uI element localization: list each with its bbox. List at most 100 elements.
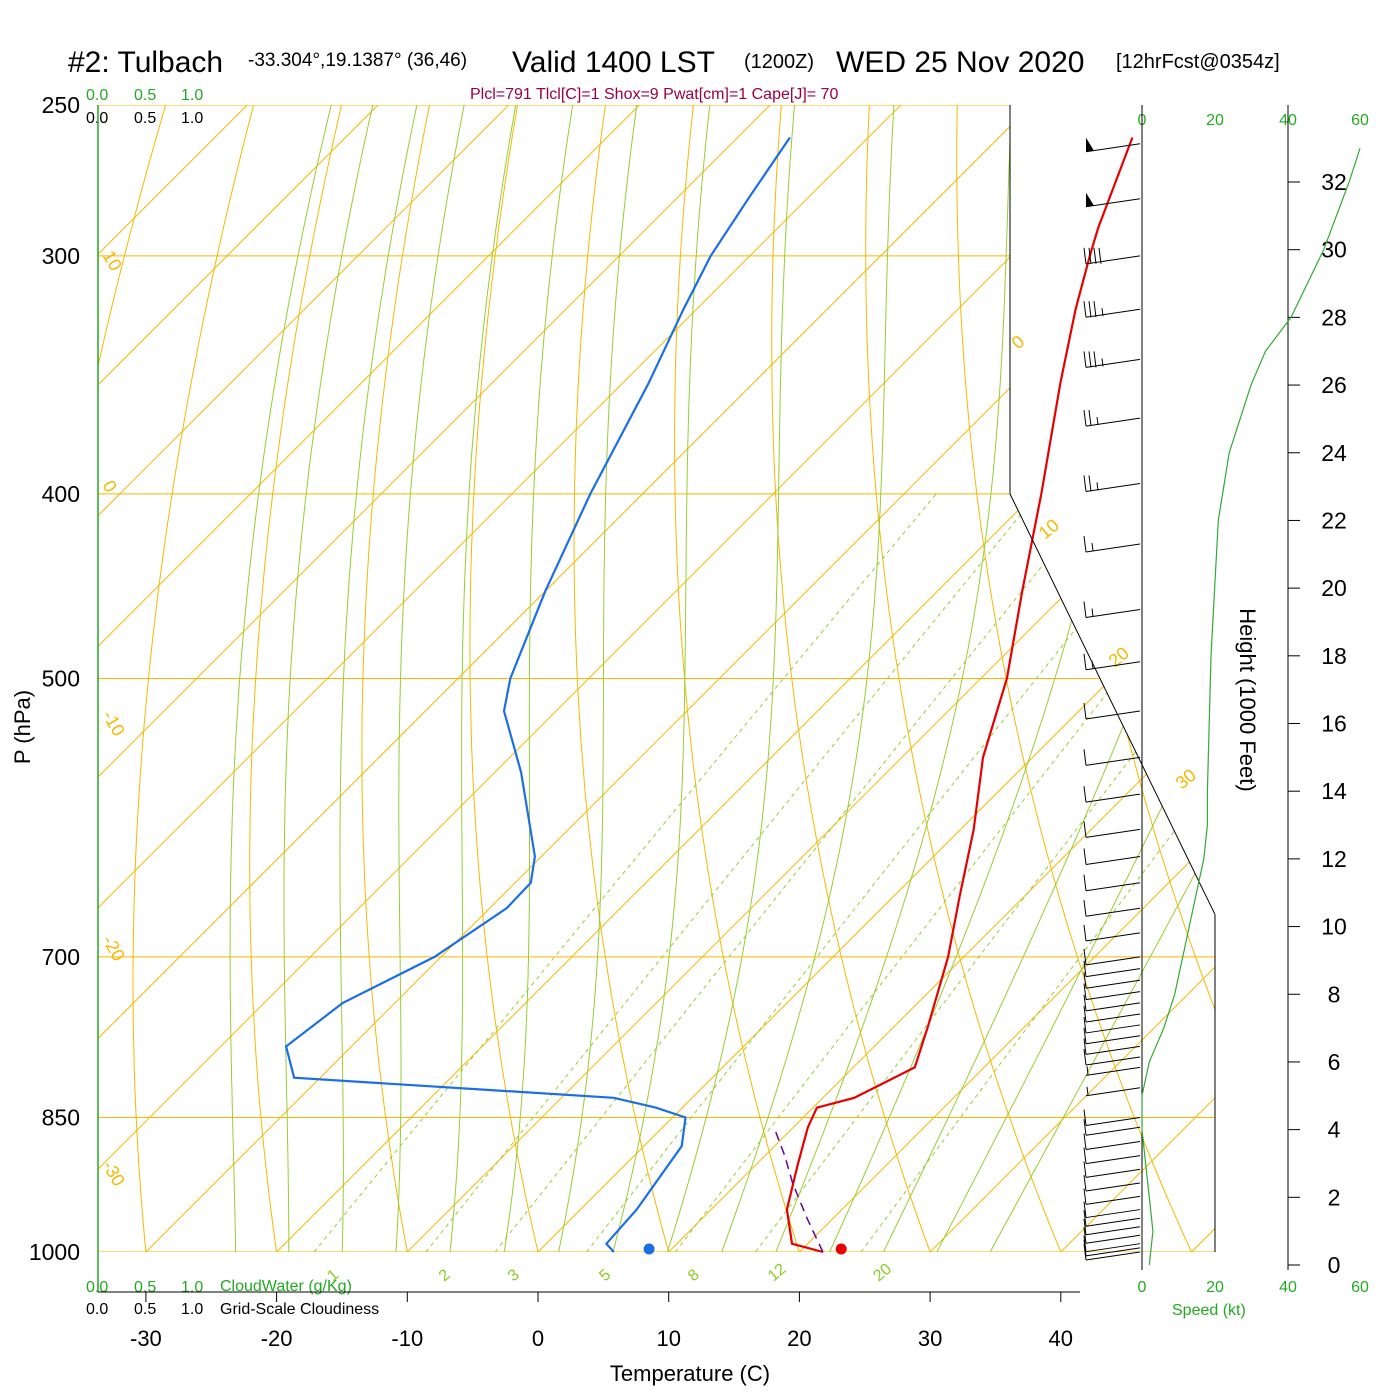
moist-adiabat [810, 105, 1149, 1252]
wind-barb-half-feather [1091, 660, 1094, 669]
wind-barb-feather [1083, 601, 1087, 618]
wind-barb [1083, 972, 1141, 989]
wind-barb-feather [1088, 410, 1092, 427]
moist-adiabat [758, 105, 1012, 1252]
wind-barb-staff [1085, 756, 1141, 766]
pressure-tick-label: 300 [42, 243, 80, 269]
wind-barb [1083, 1016, 1141, 1034]
isotherm-line [98, 105, 902, 1252]
wind-barb-feather [1083, 1147, 1087, 1164]
dry-adiabat [1306, 71, 1400, 1292]
mixing-ratio-line [586, 493, 1184, 1252]
pressure-tick-label: 850 [42, 1105, 80, 1131]
wind-barb-feather [1083, 1005, 1087, 1023]
wind-barb-half-feather [1086, 1066, 1089, 1075]
height-tick-label: 28 [1321, 304, 1347, 330]
speed-tick: 60 [1351, 112, 1369, 129]
isotherm-line [1060, 105, 1215, 1252]
isotherm-label: -30 [99, 1157, 129, 1190]
moist-adiabat [497, 105, 574, 1252]
wind-barb-staff [1085, 1195, 1141, 1205]
speed-axis-label: Speed (kt) [1172, 1302, 1246, 1319]
parcel-trace [773, 1126, 824, 1253]
wind-barb-staff [1085, 793, 1141, 803]
isotherm-line [98, 105, 1163, 1252]
wind-barb-half-feather [1096, 482, 1099, 491]
wind-barb-staff [1085, 968, 1141, 978]
mixing-ratio-label: 5 [596, 1266, 614, 1285]
height-tick-label: 26 [1321, 372, 1347, 398]
wind-barb [1083, 821, 1141, 838]
wind-barb-feather [1083, 924, 1087, 941]
wind-barb-staff [1085, 358, 1141, 368]
isotherm-line [929, 105, 1215, 1252]
wind-barb-feather [1083, 1119, 1087, 1136]
isotherm-label: 0 [99, 477, 121, 496]
wind-barb-feather [1083, 948, 1087, 965]
wind-barb [1083, 960, 1141, 978]
right-boundary-slant [1009, 493, 1216, 915]
forecast-info: [12hrFcst@0354z] [1116, 51, 1280, 73]
wind-barb-staff [1085, 1234, 1141, 1244]
dry-adiabat [249, 105, 350, 1252]
isotherm-line [98, 105, 1032, 1252]
wind-barb [1083, 874, 1141, 892]
isotherm-label: -20 [99, 932, 129, 965]
dry-adiabat [771, 105, 946, 1252]
wind-barb-feather [1083, 749, 1087, 766]
height-tick-label: 24 [1321, 440, 1347, 466]
wind-barb [1083, 848, 1141, 865]
height-tick-label: 10 [1321, 914, 1347, 940]
wind-barb-half-feather [1101, 308, 1104, 317]
wind-barb-staff [1085, 417, 1141, 427]
moist-adiabat [444, 105, 517, 1252]
wind-barb-feather [1088, 301, 1092, 318]
wind-barb-staff [1085, 1002, 1141, 1012]
wind-barb-staff [1085, 1251, 1141, 1261]
height-tick-label: 8 [1328, 981, 1341, 1007]
wind-barb [1083, 1227, 1141, 1244]
dry-adiabat [361, 105, 437, 1252]
surface-temperature-marker [835, 1243, 847, 1255]
wind-barb-staff [1085, 1209, 1141, 1219]
mixing-ratio-line [425, 493, 1039, 1252]
wind-barb [1083, 475, 1141, 492]
wind-barb-feather [1083, 786, 1087, 803]
wind-barb-feather [1083, 1174, 1087, 1192]
height-tick-label: 0 [1328, 1252, 1341, 1278]
temperature-tick-label: 30 [918, 1326, 942, 1351]
pressure-tick-label: 1000 [29, 1239, 80, 1265]
wind-barb-feather [1083, 1235, 1087, 1252]
cloudwater-scale-bottom: 0.0 0.5 1.0 CloudWater (g/Kg) 0.0 0.5 1.… [86, 1278, 379, 1318]
temperature-tick-label: 10 [656, 1326, 680, 1351]
dry-adiabat [1131, 105, 1215, 1252]
wind-barb-feather [1088, 475, 1092, 492]
cloudiness-tick: 0.5 [134, 1301, 156, 1318]
temperature-tick-label: 20 [787, 1326, 811, 1351]
wind-barb [1083, 1027, 1141, 1045]
wind-barb [1083, 786, 1141, 803]
wind-barb [1083, 1218, 1141, 1236]
dry-adiabat [573, 105, 681, 1252]
mixing-ratio-label: 2 [436, 1266, 454, 1285]
wind-barb-feather [1088, 247, 1092, 264]
moist-adiabat [549, 105, 638, 1252]
height-tick-label: 20 [1321, 575, 1347, 601]
wind-barb-feather [1083, 1161, 1087, 1178]
surface-dewpoint-marker [643, 1243, 655, 1255]
wind-barb [1083, 1109, 1141, 1127]
cloudwater-scale-top: 0.0 0.5 1.0 0.0 0.5 1.0 [86, 87, 203, 127]
wind-barb-staff [1085, 1182, 1141, 1192]
wind-barb-feather [1083, 351, 1087, 368]
dry-adiabat [1393, 71, 1400, 1292]
dry-adiabat [469, 105, 549, 1252]
isotherm-label: 0 [1008, 331, 1029, 353]
height-tick-label: 14 [1321, 778, 1347, 804]
wind-barb [1083, 1201, 1141, 1219]
cloudwater-tick: 0.5 [134, 1279, 156, 1296]
temperature-tick-label: 0 [532, 1326, 544, 1351]
dry-adiabat [98, 105, 177, 1252]
moist-adiabat [339, 105, 418, 1252]
utc-time: (1200Z) [744, 51, 814, 73]
wind-barb [1083, 924, 1141, 942]
